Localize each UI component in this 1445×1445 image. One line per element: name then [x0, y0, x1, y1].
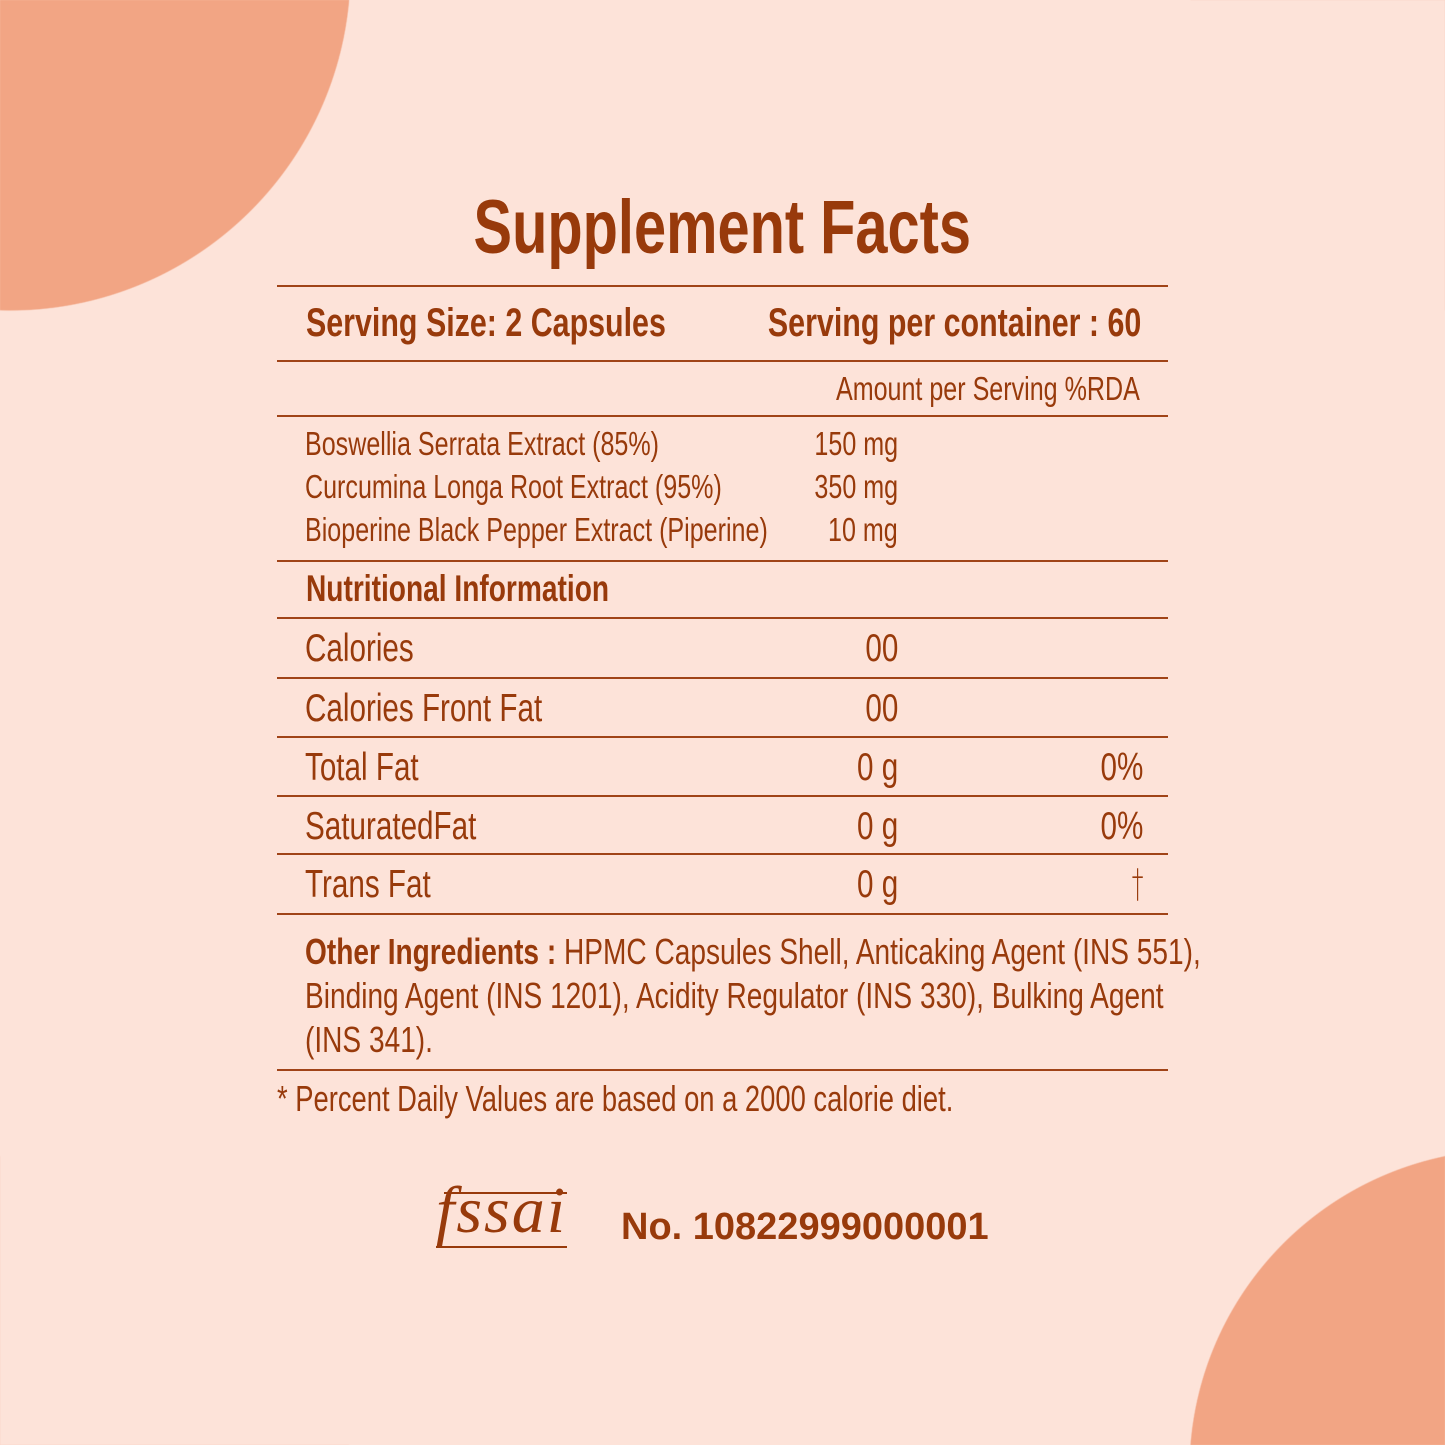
fssai-number: No. 10822999000001 — [621, 1206, 989, 1248]
nutrition-heading: Nutritional Information — [306, 568, 610, 609]
fssai-logo: fssai — [436, 1178, 568, 1248]
divider — [277, 853, 1168, 855]
nutrition-rda: † — [1131, 862, 1143, 907]
nutrition-name: Total Fat — [305, 746, 419, 789]
divider — [277, 913, 1168, 915]
ingredient-amount: 10 mg — [828, 511, 898, 548]
ingredient-amount: 150 mg — [814, 425, 898, 462]
ingredient-name: Curcumina Longa Root Extract (95%) — [305, 468, 722, 505]
nutrition-amount: 00 — [865, 627, 898, 670]
servings-per-container: Serving per container : 60 — [767, 301, 1141, 345]
nutrition-name: Calories — [305, 627, 414, 670]
nutrition-name: Trans Fat — [305, 863, 431, 906]
page-title: Supplement Facts — [473, 185, 972, 270]
divider — [277, 285, 1168, 287]
nutrition-rda: 0% — [1100, 746, 1143, 789]
ingredient-name: Boswellia Serrata Extract (85%) — [305, 425, 660, 462]
nutrition-amount: 0 g — [856, 863, 898, 906]
divider — [277, 617, 1168, 619]
ingredient-name: Bioperine Black Pepper Extract (Piperine… — [305, 511, 768, 548]
column-header: Amount per Serving %RDA — [836, 370, 1140, 407]
divider — [277, 795, 1168, 797]
ingredient-amount: 350 mg — [814, 468, 898, 505]
divider — [277, 415, 1168, 417]
nutrition-amount: 0 g — [856, 746, 898, 789]
footnote: * Percent Daily Values are based on a 20… — [277, 1078, 954, 1119]
divider — [277, 1069, 1168, 1071]
nutrition-name: SaturatedFat — [305, 805, 477, 848]
divider — [277, 736, 1168, 738]
nutrition-amount: 00 — [865, 687, 898, 730]
fssai-logo-text: fssai — [436, 1174, 568, 1247]
nutrition-name: Calories Front Fat — [305, 687, 543, 730]
divider — [277, 360, 1168, 362]
serving-size: Serving Size: 2 Capsules — [306, 301, 666, 345]
nutrition-rda: 0% — [1100, 805, 1143, 848]
divider — [277, 677, 1168, 679]
divider — [277, 560, 1168, 562]
other-ingredients: Other Ingredients : HPMC Capsules Shell,… — [305, 931, 1201, 1060]
nutrition-amount: 0 g — [856, 805, 898, 848]
